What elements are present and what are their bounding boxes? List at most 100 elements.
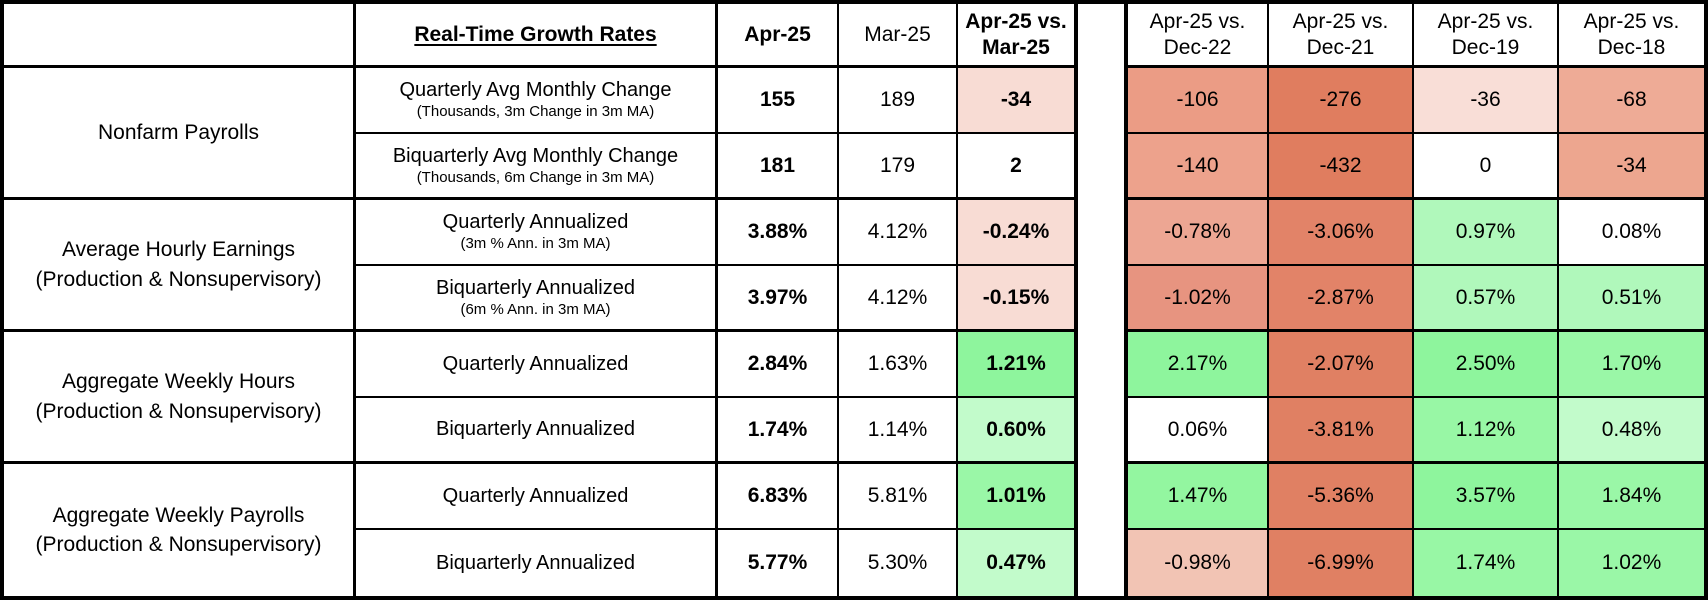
value-text: 1.74% — [1455, 551, 1516, 575]
header-cell-mar-25: Mar-25 — [839, 4, 958, 68]
value-apr25: 1.74% — [718, 398, 839, 464]
measure-cell: Quarterly Annualized — [356, 464, 718, 530]
value-text: -140 — [1176, 153, 1219, 177]
measure-note-text: (Thousands, 6m Change in 3m MA) — [416, 168, 655, 186]
value-mar25: 189 — [839, 68, 958, 134]
measure-cell: Biquarterly Avg Monthly Change (Thousands… — [356, 134, 718, 200]
header-text: Apr-25 vs. — [1437, 10, 1534, 34]
value-text: 5.81% — [867, 484, 928, 508]
value-vs-dec-19: -36 — [1414, 68, 1559, 134]
value-vs-mar25: -0.24% — [958, 200, 1078, 266]
value-vs-mar25: 0.60% — [958, 398, 1078, 464]
value-vs-mar25: 2 — [958, 134, 1078, 200]
measure-label-text: Quarterly Annualized — [442, 211, 629, 234]
value-mar25: 1.63% — [839, 332, 958, 398]
value-text: 1.70% — [1601, 352, 1662, 376]
value-text: 1.01% — [986, 484, 1046, 508]
measure-cell: Quarterly Avg Monthly Change (Thousands, … — [356, 68, 718, 134]
header-text: Mar-25 — [864, 22, 931, 46]
value-vs-dec-18: 1.70% — [1559, 332, 1704, 398]
value-text: 155 — [759, 88, 796, 112]
value-text: -5.36% — [1307, 484, 1374, 508]
value-text: 0.97% — [1455, 220, 1516, 244]
value-text: 1.21% — [986, 352, 1046, 376]
measure-label-text: Quarterly Annualized — [442, 352, 629, 375]
value-vs-dec-21: -2.87% — [1269, 266, 1414, 332]
header-text: Dec-21 — [1306, 35, 1375, 59]
measure-label-text: Biquarterly Annualized — [435, 276, 635, 299]
measure-cell: Biquarterly Annualized — [356, 398, 718, 464]
measure-note-text: (Thousands, 3m Change in 3m MA) — [416, 103, 655, 121]
value-vs-dec-19: 1.74% — [1414, 530, 1559, 596]
section-label-text: Aggregate Weekly Payrolls — [52, 503, 305, 527]
value-mar25: 1.14% — [839, 398, 958, 464]
section-label-text: (Production & Nonsupervisory) — [35, 399, 322, 423]
header-text: Dec-22 — [1163, 35, 1232, 59]
measure-label-text: Quarterly Avg Monthly Change — [399, 79, 672, 102]
table-gap-column — [1078, 68, 1124, 596]
value-vs-mar25: 0.47% — [958, 530, 1078, 596]
value-vs-dec-18: 1.84% — [1559, 464, 1704, 530]
value-vs-dec-18: 0.51% — [1559, 266, 1704, 332]
value-text: -34 — [1000, 88, 1032, 112]
value-text: 1.63% — [867, 352, 928, 376]
value-vs-dec-21: -276 — [1269, 68, 1414, 134]
measure-label-text: Quarterly Annualized — [442, 484, 629, 507]
header-cell-apr-vs-dec-18: Apr-25 vs. Dec-18 — [1559, 4, 1704, 68]
value-text: -68 — [1616, 88, 1647, 112]
value-vs-dec-22: -1.02% — [1124, 266, 1269, 332]
value-text: 2 — [1010, 153, 1022, 177]
value-text: 6.83% — [747, 484, 808, 508]
value-vs-dec-22: -0.78% — [1124, 200, 1269, 266]
section-label-text: Average Hourly Earnings — [61, 238, 296, 262]
header-cell-apr-25: Apr-25 — [718, 4, 839, 68]
header-cell-apr-vs-mar: Apr-25 vs. Mar-25 — [958, 4, 1078, 68]
section-label-cell: Average Hourly Earnings (Production & Non… — [4, 200, 356, 332]
value-text: -36 — [1470, 88, 1501, 112]
value-text: -0.78% — [1164, 220, 1231, 244]
measure-cell: Biquarterly Annualized — [356, 530, 718, 596]
value-text: 1.84% — [1601, 484, 1662, 508]
value-mar25: 5.81% — [839, 464, 958, 530]
value-vs-dec-18: -34 — [1559, 134, 1704, 200]
header-growth-rates-title: Real-Time Growth Rates — [356, 4, 718, 68]
value-text: 1.02% — [1601, 551, 1662, 575]
header-blank-cell — [4, 4, 356, 68]
measure-label-text: Biquarterly Annualized — [435, 551, 635, 574]
value-apr25: 3.97% — [718, 266, 839, 332]
value-text: -106 — [1176, 88, 1219, 112]
value-vs-dec-22: 1.47% — [1124, 464, 1269, 530]
value-text: 5.30% — [867, 551, 928, 575]
value-text: -2.87% — [1307, 285, 1374, 309]
value-text: 0.51% — [1601, 285, 1662, 309]
value-text: 2.50% — [1455, 352, 1516, 376]
measure-cell: Biquarterly Annualized (6m % Ann. in 3m M… — [356, 266, 718, 332]
value-vs-dec-21: -6.99% — [1269, 530, 1414, 596]
value-text: 1.47% — [1167, 484, 1228, 508]
header-text: Apr-25 vs. — [965, 10, 1067, 34]
value-vs-mar25: -0.15% — [958, 266, 1078, 332]
value-vs-dec-21: -432 — [1269, 134, 1414, 200]
value-text: 0.48% — [1601, 417, 1662, 441]
value-vs-mar25: 1.01% — [958, 464, 1078, 530]
growth-rates-title-text: Real-Time Growth Rates — [414, 22, 657, 46]
value-text: -1.02% — [1164, 285, 1231, 309]
measure-label-text: Biquarterly Avg Monthly Change — [392, 144, 679, 167]
value-text: 4.12% — [867, 220, 928, 244]
header-gap-cell — [1078, 4, 1124, 68]
value-text: 0.60% — [986, 417, 1046, 441]
value-text: 179 — [879, 153, 916, 177]
value-mar25: 4.12% — [839, 200, 958, 266]
value-apr25: 2.84% — [718, 332, 839, 398]
value-text: -0.24% — [982, 220, 1050, 244]
value-vs-dec-21: -3.81% — [1269, 398, 1414, 464]
header-text: Apr-25 vs. — [1583, 10, 1680, 34]
value-vs-dec-19: 2.50% — [1414, 332, 1559, 398]
value-text: 181 — [759, 153, 796, 177]
value-vs-dec-21: -3.06% — [1269, 200, 1414, 266]
value-text: -0.15% — [982, 285, 1050, 309]
measure-cell: Quarterly Annualized (3m % Ann. in 3m MA) — [356, 200, 718, 266]
section-label-cell: Aggregate Weekly Hours (Production & Nons… — [4, 332, 356, 464]
value-text: -6.99% — [1307, 551, 1374, 575]
value-text: 3.97% — [747, 285, 808, 309]
